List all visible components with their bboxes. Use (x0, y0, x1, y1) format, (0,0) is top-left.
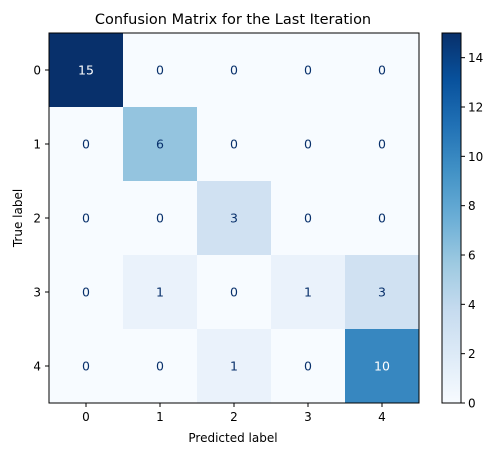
cell-value-r3-c1: 1 (156, 285, 164, 300)
colorbar-tick-label-2: 2 (468, 347, 476, 361)
cell-value-r3-c2: 0 (230, 285, 238, 300)
y-axis-label: True label (11, 189, 25, 248)
cell-value-r2-c0: 0 (82, 211, 90, 226)
heatmap-cell-r2-c2 (197, 181, 272, 256)
cell-value-r1-c1: 6 (156, 137, 164, 152)
cell-value-r3-c4: 3 (378, 285, 386, 300)
y-tick-label-1: 1 (33, 138, 41, 152)
cell-value-r1-c2: 0 (230, 137, 238, 152)
heatmap-cell-r1-c2 (197, 107, 272, 182)
cell-value-r3-c3: 1 (304, 285, 312, 300)
x-tick-label-3: 3 (304, 410, 312, 424)
colorbar-tick-label-0: 0 (468, 397, 476, 411)
cell-value-r1-c4: 0 (378, 137, 386, 152)
x-tick-label-1: 1 (156, 410, 164, 424)
cell-value-r1-c0: 0 (82, 137, 90, 152)
heatmap-cells (49, 33, 420, 404)
cell-value-r2-c1: 0 (156, 211, 164, 226)
x-axis-ticks: 0 1 2 3 4 (82, 403, 386, 424)
cell-value-r2-c2: 3 (230, 211, 238, 226)
colorbar-tick-label-12: 12 (468, 101, 483, 115)
x-tick-label-2: 2 (230, 410, 238, 424)
colorbar-tick-label-6: 6 (468, 249, 476, 263)
heatmap-cell-r2-c3 (271, 181, 346, 256)
heatmap-cell-r0-c0 (49, 33, 124, 108)
cell-value-r0-c1: 0 (156, 63, 164, 78)
heatmap-cell-r3-c3 (271, 255, 346, 330)
colorbar-tick-label-8: 8 (468, 199, 476, 213)
x-tick-label-4: 4 (378, 410, 386, 424)
cell-value-r2-c4: 0 (378, 211, 386, 226)
heatmap-cell-r3-c4 (345, 255, 420, 330)
cell-value-r0-c0: 15 (78, 63, 94, 78)
cell-value-r2-c3: 0 (304, 211, 312, 226)
colorbar-tick-label-10: 10 (468, 150, 483, 164)
heatmap-cell-r3-c1 (123, 255, 198, 330)
heatmap-cell-r1-c3 (271, 107, 346, 182)
cell-value-r3-c0: 0 (82, 285, 90, 300)
cell-value-r0-c3: 0 (304, 63, 312, 78)
y-axis-ticks: 0 1 2 3 4 (33, 64, 49, 374)
heatmap-cell-r0-c1 (123, 33, 198, 108)
heatmap-cell-r1-c1 (123, 107, 198, 182)
chart-title: Confusion Matrix for the Last Iteration (95, 12, 371, 28)
heatmap-cell-r4-c3 (271, 329, 346, 404)
heatmap-cell-r1-c4 (345, 107, 420, 182)
cell-value-r4-c3: 0 (304, 359, 312, 374)
x-tick-label-0: 0 (82, 410, 90, 424)
colorbar-tick-label-4: 4 (468, 298, 476, 312)
y-tick-label-0: 0 (33, 64, 41, 78)
heatmap-cell-r1-c0 (49, 107, 124, 182)
colorbar (441, 32, 462, 404)
y-tick-label-3: 3 (33, 286, 41, 300)
cell-value-r4-c2: 1 (230, 359, 238, 374)
heatmap-cell-r0-c4 (345, 33, 420, 108)
colorbar-ticks: 0 2 4 6 8 10 12 14 (461, 51, 483, 411)
cell-value-labels: 15 0 0 0 00 6 0 0 00 0 3 0 00 1 0 1 30 0 1 0 10 (78, 63, 390, 374)
heatmap-cell-r4-c1 (123, 329, 198, 404)
cell-value-r1-c3: 0 (304, 137, 312, 152)
heatmap-cell-r0-c3 (271, 33, 346, 108)
cell-value-r0-c4: 0 (378, 63, 386, 78)
colorbar-tick-label-14: 14 (468, 51, 483, 65)
cell-value-r4-c0: 0 (82, 359, 90, 374)
heatmap-cell-r4-c0 (49, 329, 124, 404)
cell-value-r4-c4: 10 (374, 359, 390, 374)
heatmap-cell-r2-c4 (345, 181, 420, 256)
heatmap-cell-r3-c0 (49, 255, 124, 330)
heatmap-cell-r0-c2 (197, 33, 272, 108)
heatmap-cell-r2-c1 (123, 181, 198, 256)
heatmap-cell-r4-c4 (345, 329, 420, 404)
heatmap-cell-r2-c0 (49, 181, 124, 256)
cell-value-r0-c2: 0 (230, 63, 238, 78)
heatmap-cell-r3-c2 (197, 255, 272, 330)
x-axis-label: Predicted label (188, 431, 277, 445)
cell-value-r4-c1: 0 (156, 359, 164, 374)
y-tick-label-4: 4 (33, 360, 41, 374)
y-tick-label-2: 2 (33, 212, 41, 226)
heatmap-cell-r4-c2 (197, 329, 272, 404)
